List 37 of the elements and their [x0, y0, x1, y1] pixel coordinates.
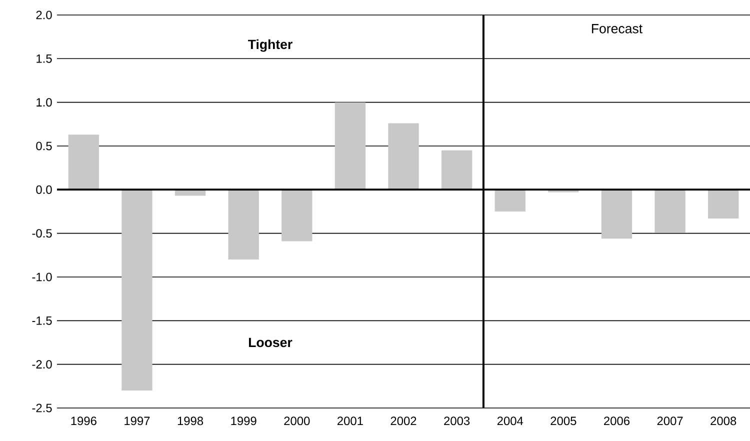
x-tick-label: 2007: [657, 416, 683, 426]
x-tick-label: 2004: [497, 416, 524, 426]
y-tick-label: -1.0: [32, 272, 52, 282]
bar: [601, 190, 632, 239]
ref-line-label: Forecast: [592, 24, 642, 34]
x-tick-label: 1999: [231, 416, 256, 426]
y-tick-label: 0.0: [36, 185, 52, 194]
bar: [708, 190, 739, 218]
bar: [334, 102, 366, 190]
x-tick-label: 1997: [124, 416, 150, 426]
bar: [228, 190, 259, 260]
y-tick-label: 1.5: [36, 54, 52, 63]
x-tick-label: 1998: [178, 416, 204, 426]
bar: [654, 190, 686, 232]
y-tick-label: -1.5: [32, 316, 52, 325]
bar: [282, 190, 312, 242]
y-tick-label: 1.0: [36, 98, 52, 107]
y-tick-label: -2.0: [32, 360, 52, 369]
y-tick-label: -0.5: [32, 229, 52, 238]
y-tick-label: -2.5: [32, 404, 52, 412]
bar: [388, 123, 419, 190]
annotation: Looser: [248, 338, 292, 348]
bar: [68, 134, 99, 190]
bar: [494, 190, 526, 212]
x-tick-label: 2008: [710, 416, 736, 426]
x-tick-label: 2002: [390, 416, 416, 426]
bar: [441, 150, 472, 190]
y-tick-label: 2.0: [36, 10, 52, 20]
x-tick-label: 2005: [550, 416, 576, 426]
x-tick-label: 2000: [284, 416, 310, 426]
bar: [122, 190, 152, 391]
y-tick-label: 0.5: [36, 142, 52, 150]
x-tick-label: 2003: [444, 416, 470, 426]
x-tick-label: 2006: [604, 416, 630, 426]
annotation: Tighter: [248, 39, 292, 52]
x-tick-label: 2001: [338, 416, 363, 426]
x-tick-label: 1996: [71, 416, 96, 426]
